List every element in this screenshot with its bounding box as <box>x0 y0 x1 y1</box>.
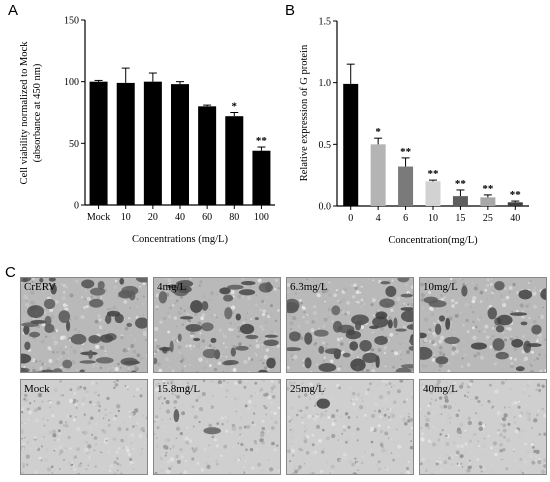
bar-6 <box>398 166 414 206</box>
x-tick-label: 10 <box>121 212 131 223</box>
micrograph-tile: CrERV <box>20 277 148 373</box>
micrograph-label: 6.3mg/L <box>290 281 328 293</box>
micrograph-label: 25mg/L <box>290 383 325 395</box>
micrograph-grid: CrERV 4mg/L 6.3mg/L 10mg/L Mock 15.8mg/L 25mg/… <box>20 277 548 477</box>
x-axis-label: Concentrations (mg/L) <box>132 234 228 245</box>
x-tick-label: 15 <box>455 213 465 224</box>
panel-letter-b: B <box>285 2 296 19</box>
x-tick-label: 4 <box>376 213 381 224</box>
micrograph-image <box>154 380 280 474</box>
bar-40 <box>507 202 523 206</box>
x-tick-label: 10 <box>428 213 438 224</box>
micrograph-tile: 4mg/L <box>153 277 281 373</box>
x-axis-label: Concentration(mg/L) <box>388 235 478 246</box>
micrograph-tile: 25mg/L <box>286 379 414 475</box>
bar-25 <box>480 197 496 206</box>
y-tick-label: 100 <box>64 77 79 88</box>
micrograph-tile: 10mg/L <box>419 277 547 373</box>
y-tick-label: 0.0 <box>319 202 332 213</box>
micrograph-image <box>287 380 413 474</box>
x-tick-label: 40 <box>175 212 185 223</box>
micrograph-label: CrERV <box>24 281 57 293</box>
micrograph-image <box>21 278 147 372</box>
x-tick-label: 20 <box>148 212 158 223</box>
significance-marker: ** <box>455 178 467 190</box>
x-tick-label: 0 <box>348 213 353 224</box>
bar-0 <box>343 83 359 206</box>
micrograph-label: 40mg/L <box>423 383 458 395</box>
micrograph-tile: 15.8mg/L <box>153 379 281 475</box>
micrograph-image <box>154 278 280 372</box>
micrograph-image <box>287 278 413 372</box>
x-tick-label: 60 <box>202 212 212 223</box>
significance-marker: ** <box>256 135 268 147</box>
significance-marker: ** <box>510 189 522 201</box>
micrograph-tile: Mock <box>20 379 148 475</box>
bar-100 <box>252 150 271 205</box>
y-axis-label: Relative expression of G protein <box>299 44 310 181</box>
significance-marker: ** <box>400 146 412 158</box>
x-tick-label: 40 <box>510 213 520 224</box>
micrograph-label: 10mg/L <box>423 281 458 293</box>
x-tick-label: Mock <box>87 212 110 223</box>
y-tick-label: 1.0 <box>319 78 332 89</box>
bar-4 <box>370 144 386 206</box>
y-tick-label: 0 <box>74 201 79 212</box>
micrograph-image <box>420 278 546 372</box>
y-tick-label: 150 <box>64 16 79 27</box>
panel-letter-c: C <box>5 264 16 281</box>
y-axis-label-line: (absorbance at 450 nm) <box>32 63 43 162</box>
bar-10 <box>116 82 135 205</box>
bar-Mock <box>89 81 108 205</box>
significance-marker: * <box>375 126 381 138</box>
y-tick-label: 1.5 <box>319 17 332 28</box>
x-tick-label: 80 <box>229 212 239 223</box>
micrograph-label: 4mg/L <box>157 281 187 293</box>
significance-marker: * <box>232 101 238 113</box>
chart-a-cell-viability: 0 50 100 150 Mock 10 20 40 60 80 * 100 ** Concentrati… <box>19 16 275 245</box>
bar-20 <box>143 81 162 205</box>
micrograph-label: 15.8mg/L <box>157 383 201 395</box>
bar-10 <box>425 181 441 206</box>
y-tick-label: 50 <box>69 139 79 150</box>
chart-b-g-protein-expression: 0.0 0.5 1.0 1.5 0 4 * 6 ** 10 ** 15 ** 25 ** 40 ** Concen… <box>299 17 529 246</box>
bar-15 <box>452 196 468 206</box>
y-axis-label: Cell viability normalized to Mock (absorb… <box>19 41 43 185</box>
micrograph-image <box>420 380 546 474</box>
x-tick-label: 100 <box>254 212 269 223</box>
bar-60 <box>198 106 217 205</box>
micrograph-label: Mock <box>24 383 50 395</box>
bar-80 <box>225 116 244 205</box>
y-axis-label-line: Cell viability normalized to Mock <box>19 41 30 185</box>
bar-40 <box>171 84 189 205</box>
micrograph-tile: 40mg/L <box>419 379 547 475</box>
x-tick-label: 25 <box>483 213 493 224</box>
significance-marker: ** <box>428 168 440 180</box>
significance-marker: ** <box>482 183 494 195</box>
y-tick-label: 0.5 <box>319 140 332 151</box>
micrograph-tile: 6.3mg/L <box>286 277 414 373</box>
panel-letter-a: A <box>8 2 19 19</box>
micrograph-image <box>21 380 147 474</box>
x-tick-label: 6 <box>403 213 408 224</box>
